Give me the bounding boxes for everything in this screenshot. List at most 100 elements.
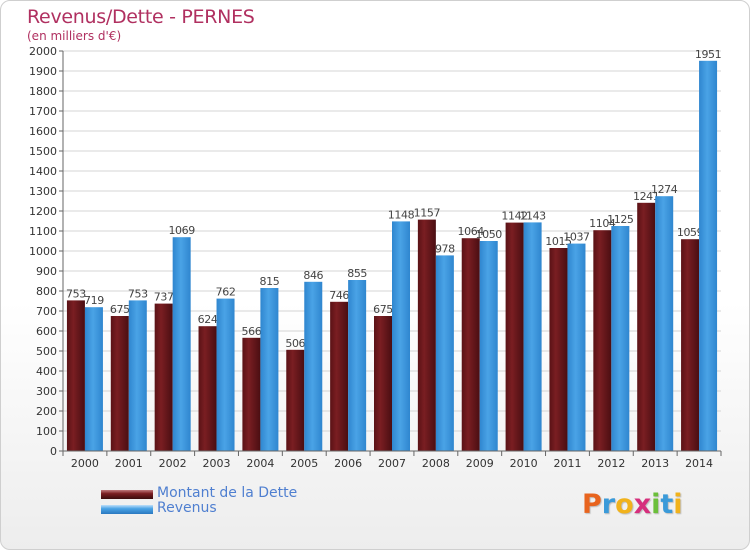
legend-swatch-debt	[101, 490, 153, 499]
y-tick-label: 600	[36, 325, 57, 338]
x-tick-label: 2000	[71, 457, 99, 470]
logo-letter: x	[633, 489, 652, 520]
y-tick-label: 1800	[29, 85, 57, 98]
bar-debt	[505, 222, 524, 451]
bar-revenue	[260, 288, 279, 451]
x-tick-label: 2011	[553, 457, 581, 470]
bar-revenue	[304, 281, 323, 451]
y-tick-label: 500	[36, 345, 57, 358]
legend-label-revenue: Revenus	[157, 500, 217, 516]
x-tick-label: 2006	[334, 457, 362, 470]
y-tick-label: 1400	[29, 165, 57, 178]
data-label-debt: 624	[198, 313, 218, 326]
bar-debt	[374, 316, 392, 451]
data-label-debt: 1059	[677, 226, 704, 239]
bar-revenue	[172, 237, 191, 451]
data-label-revenue: 1050	[476, 228, 503, 241]
y-tick-label: 0	[50, 445, 57, 458]
y-tick-label: 2000	[29, 45, 57, 58]
proxiti-logo: Proxiti	[582, 489, 683, 520]
data-label-debt: 1157	[414, 207, 441, 220]
y-tick-label: 1100	[29, 225, 57, 238]
data-label-revenue: 1125	[607, 213, 634, 226]
data-label-debt: 1064	[458, 225, 485, 238]
bar-debt	[66, 300, 85, 451]
data-label-revenue: 762	[216, 286, 236, 299]
bar-revenue	[699, 60, 718, 452]
data-label-debt: 675	[373, 303, 393, 316]
y-tick-label: 900	[36, 265, 57, 278]
y-tick-label: 1600	[29, 125, 57, 138]
y-axis: 0 100 200 300 400 500 600 700 800 900 1000 1100 1200…	[29, 45, 64, 458]
bar-revenue	[348, 280, 367, 451]
y-tick-label: 1200	[29, 205, 57, 218]
logo-letter: P	[582, 489, 602, 520]
logo-letter: i	[673, 489, 683, 520]
bar-debt	[549, 248, 568, 451]
logo-letter: o	[615, 489, 634, 520]
data-label-revenue: 753	[128, 287, 148, 300]
bar-debt	[198, 326, 217, 451]
y-tick-label: 400	[36, 365, 57, 378]
bar-revenue	[523, 222, 542, 451]
x-axis: 2000 2001 2002 2003 2004 2005 2006 2007 2008 2009…	[62, 450, 722, 470]
y-tick-label: 700	[36, 305, 57, 318]
bar-revenue	[479, 241, 498, 451]
x-tick-label: 2007	[378, 457, 406, 470]
data-label-debt: 746	[329, 289, 349, 302]
bar-debt	[110, 316, 129, 451]
x-tick-label: 2009	[466, 457, 494, 470]
y-tick-label: 1900	[29, 65, 57, 78]
bar-revenue	[611, 226, 630, 451]
x-tick-label: 2003	[203, 457, 231, 470]
x-tick-label: 2010	[510, 457, 538, 470]
data-label-debt: 1241	[633, 190, 659, 203]
bar-debt	[681, 239, 700, 451]
chart-title: Revenus/Dette - PERNES	[27, 6, 255, 28]
bar-debt	[637, 202, 656, 451]
data-label-revenue: 1069	[168, 224, 195, 237]
data-label-revenue: 846	[303, 269, 323, 282]
data-label-debt: 737	[154, 291, 174, 304]
legend-label-debt: Montant de la Dette	[157, 485, 298, 501]
x-tick-label: 2014	[685, 457, 713, 470]
data-label-debt: 506	[285, 337, 305, 350]
data-label-revenue: 1148	[388, 208, 415, 221]
x-tick-label: 2001	[115, 457, 143, 470]
bar-revenue	[655, 196, 674, 451]
data-label-debt: 1015	[545, 235, 572, 248]
y-tick-label: 1000	[29, 245, 57, 258]
x-tick-label: 2004	[246, 457, 274, 470]
data-label-revenue: 978	[435, 242, 455, 255]
data-label-revenue: 815	[260, 275, 280, 288]
y-tick-label: 800	[36, 285, 57, 298]
data-label-debt: 753	[66, 287, 86, 300]
x-tick-label: 2008	[422, 457, 450, 470]
logo-letter: i	[651, 489, 661, 520]
x-tick-label: 2005	[290, 457, 318, 470]
bar-debt	[593, 230, 612, 451]
data-label-debt: 1104	[589, 217, 616, 230]
bar-revenue	[216, 298, 235, 451]
data-label-revenue: 1037	[563, 231, 590, 244]
bar-debt	[330, 301, 349, 451]
data-label-debt: 566	[242, 325, 262, 338]
logo-letter: t	[660, 489, 674, 520]
bar-revenue	[435, 255, 454, 451]
data-label-debt: 1142	[501, 210, 527, 223]
bar-revenue	[392, 221, 410, 451]
y-tick-label: 100	[36, 425, 57, 438]
logo-letter: r	[601, 489, 616, 520]
bar-debt	[461, 238, 480, 451]
bar-debt	[286, 349, 305, 451]
y-tick-label: 300	[36, 385, 57, 398]
data-label-debt: 675	[110, 303, 130, 316]
y-tick-label: 1700	[29, 105, 57, 118]
bar-revenue	[567, 243, 586, 451]
data-label-revenue: 719	[84, 294, 104, 307]
y-tick-label: 1500	[29, 145, 57, 158]
bar-debt	[242, 337, 261, 451]
